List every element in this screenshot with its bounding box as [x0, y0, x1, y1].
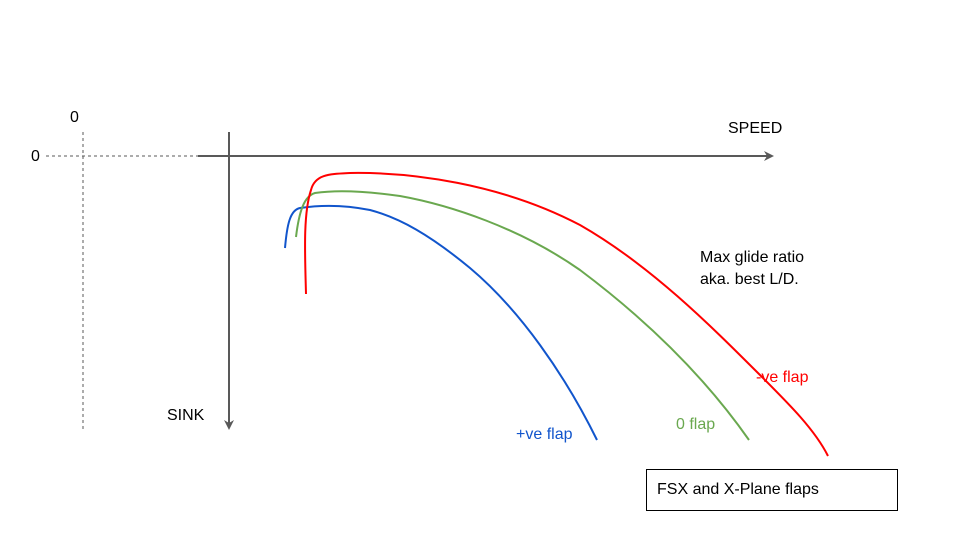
curve-negative-flap: [304, 171, 829, 457]
annotation-line-1: Max glide ratio: [700, 249, 805, 266]
annotation-line-2: aka. best L/D.: [700, 271, 799, 288]
speed-axis-label: SPEED: [728, 120, 783, 137]
zero-label-top: 0: [70, 109, 79, 126]
max-glide-annotation: Max glide ratio aka. best L/D.: [700, 247, 804, 291]
zero-flap-label: 0 flap: [676, 416, 716, 433]
flaps-note-box: FSX and X-Plane flaps: [646, 469, 898, 511]
zero-label-left: 0: [31, 148, 40, 165]
flaps-note-text: FSX and X-Plane flaps: [657, 481, 819, 498]
negative-flap-label: -ve flap: [756, 369, 809, 386]
positive-flap-label: +ve flap: [516, 426, 573, 443]
sink-axis-label: SINK: [167, 407, 205, 424]
curve-zero-flap: [295, 190, 750, 441]
curve-positive-flap: [284, 204, 598, 441]
